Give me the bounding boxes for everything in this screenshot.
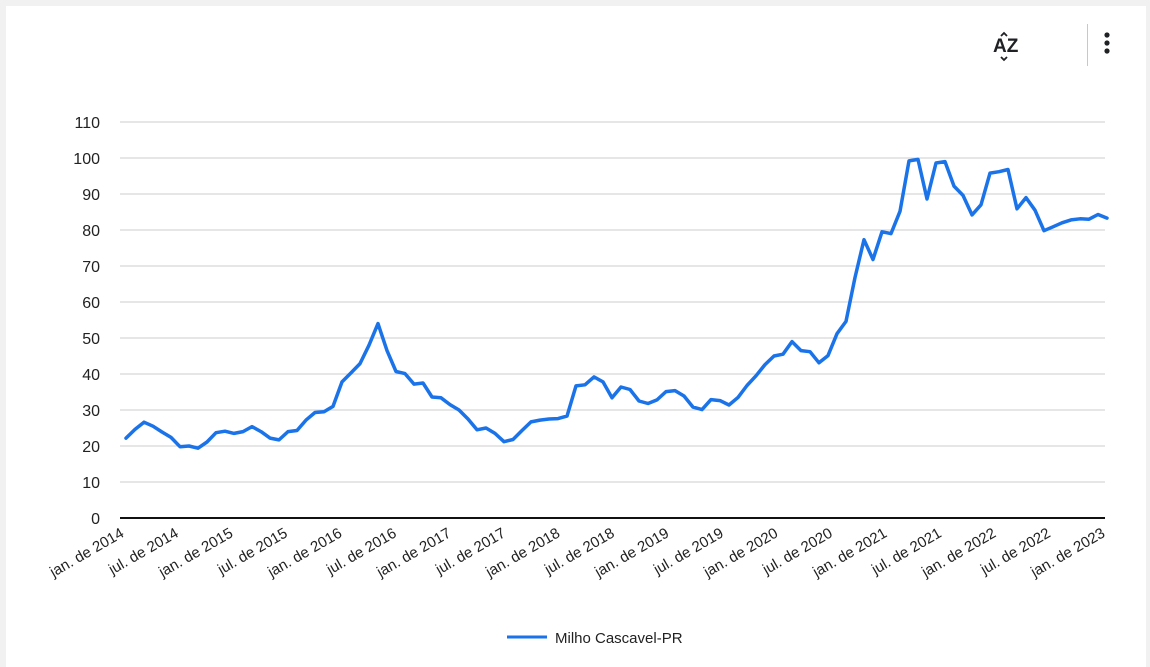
y-tick-label: 60 — [82, 295, 100, 312]
y-tick-label: 30 — [82, 403, 100, 420]
y-tick-label: 70 — [82, 259, 100, 276]
gridlines — [120, 121, 1105, 519]
legend-label: Milho Cascavel-PR — [555, 630, 683, 647]
y-tick-label: 90 — [82, 187, 100, 204]
y-tick-label: 40 — [82, 367, 100, 384]
series-line-milho-cascavel-pr — [124, 157, 1109, 450]
legend: Milho Cascavel-PR — [507, 630, 683, 647]
y-tick-label: 10 — [82, 475, 100, 492]
y-tick-label: 80 — [82, 223, 100, 240]
y-tick-label: 50 — [82, 331, 100, 348]
more-vert-icon[interactable] — [1096, 26, 1118, 66]
sort-az-label: AZ — [993, 36, 1019, 57]
y-tick-label: 0 — [91, 511, 100, 528]
y-tick-label: 100 — [73, 151, 100, 168]
y-tick-label: 110 — [74, 115, 100, 132]
chart-card: AZ — [6, 6, 1146, 667]
sort-az-icon[interactable]: AZ — [988, 28, 1028, 64]
toolbar-divider — [1087, 24, 1088, 66]
y-axis-labels: 0 10 20 30 40 50 60 70 80 90 100 110 — [73, 115, 100, 528]
series-lines — [124, 157, 1109, 450]
y-tick-label: 20 — [82, 439, 100, 456]
